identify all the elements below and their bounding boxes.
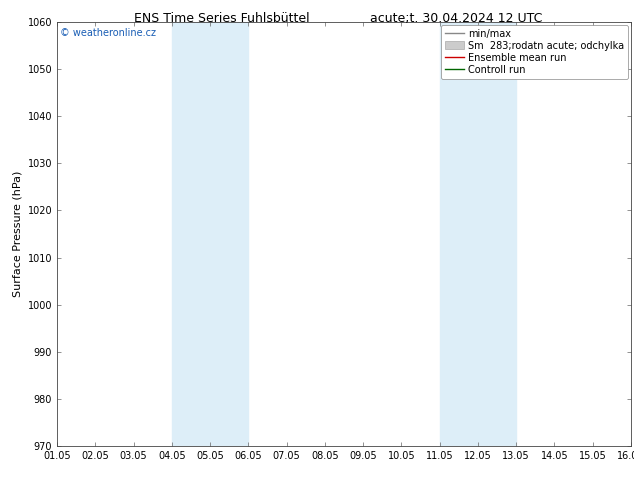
Legend: min/max, Sm  283;rodatn acute; odchylka, Ensemble mean run, Controll run: min/max, Sm 283;rodatn acute; odchylka, …	[441, 25, 628, 78]
Text: © weatheronline.cz: © weatheronline.cz	[60, 28, 156, 38]
Text: ENS Time Series Fuhlsbüttel: ENS Time Series Fuhlsbüttel	[134, 12, 310, 25]
Text: acute;t. 30.04.2024 12 UTC: acute;t. 30.04.2024 12 UTC	[370, 12, 543, 25]
Y-axis label: Surface Pressure (hPa): Surface Pressure (hPa)	[12, 171, 22, 297]
Bar	[439, 22, 516, 446]
Bar	[172, 22, 249, 446]
